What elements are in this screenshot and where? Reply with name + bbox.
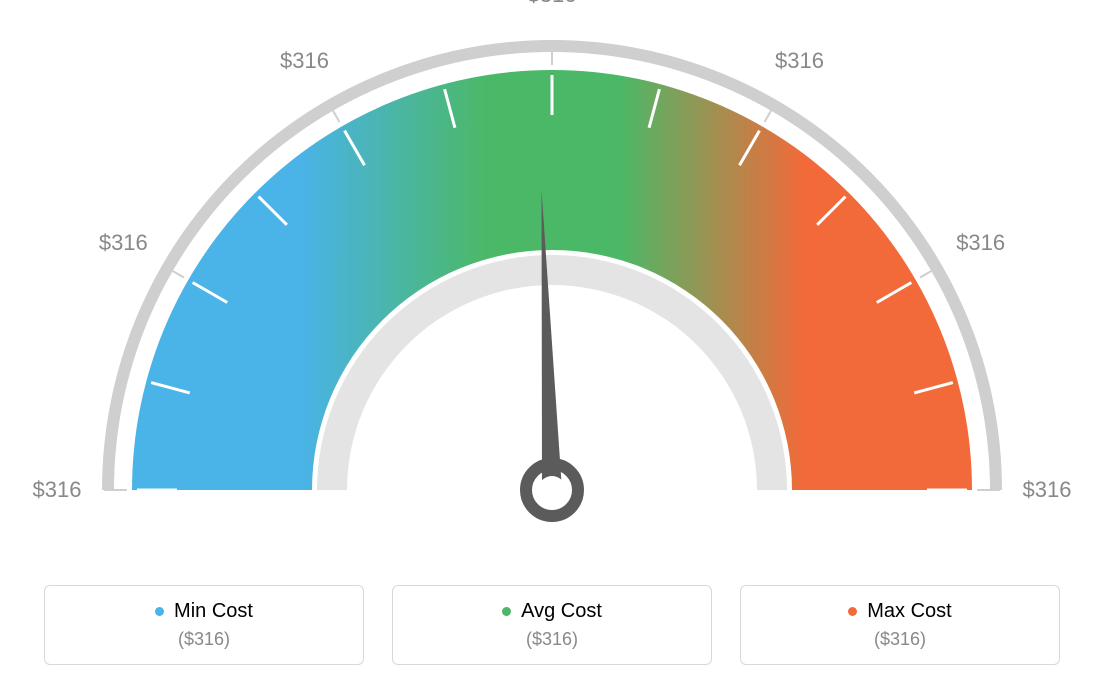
legend-label-avg: Avg Cost	[521, 600, 602, 623]
gauge-chart: $316 $316 $316 $316 $316 $316 $316	[0, 0, 1104, 560]
legend-row: Min Cost ($316) Avg Cost ($316) Max Cost…	[0, 580, 1104, 690]
gauge-svg	[0, 0, 1104, 560]
gauge-tick-label: $316	[528, 0, 577, 8]
legend-title-avg: Avg Cost	[502, 600, 602, 623]
legend-card-avg: Avg Cost ($316)	[392, 585, 712, 665]
gauge-tick-label: $316	[775, 48, 824, 74]
legend-label-min: Min Cost	[174, 600, 253, 623]
gauge-tick-label: $316	[956, 230, 1005, 256]
legend-card-min: Min Cost ($316)	[44, 585, 364, 665]
legend-value-avg: ($316)	[526, 629, 578, 650]
gauge-tick-label: $316	[33, 477, 82, 503]
legend-dot-max	[848, 607, 857, 616]
gauge-tick-label: $316	[99, 230, 148, 256]
legend-value-max: ($316)	[874, 629, 926, 650]
legend-title-min: Min Cost	[155, 600, 253, 623]
legend-dot-avg	[502, 607, 511, 616]
legend-value-min: ($316)	[178, 629, 230, 650]
gauge-tick-label: $316	[280, 48, 329, 74]
chart-container: $316 $316 $316 $316 $316 $316 $316 Min Cost ($…	[0, 0, 1104, 690]
legend-dot-min	[155, 607, 164, 616]
legend-label-max: Max Cost	[867, 600, 951, 623]
legend-card-max: Max Cost ($316)	[740, 585, 1060, 665]
gauge-tick-label: $316	[1023, 477, 1072, 503]
legend-title-max: Max Cost	[848, 600, 951, 623]
